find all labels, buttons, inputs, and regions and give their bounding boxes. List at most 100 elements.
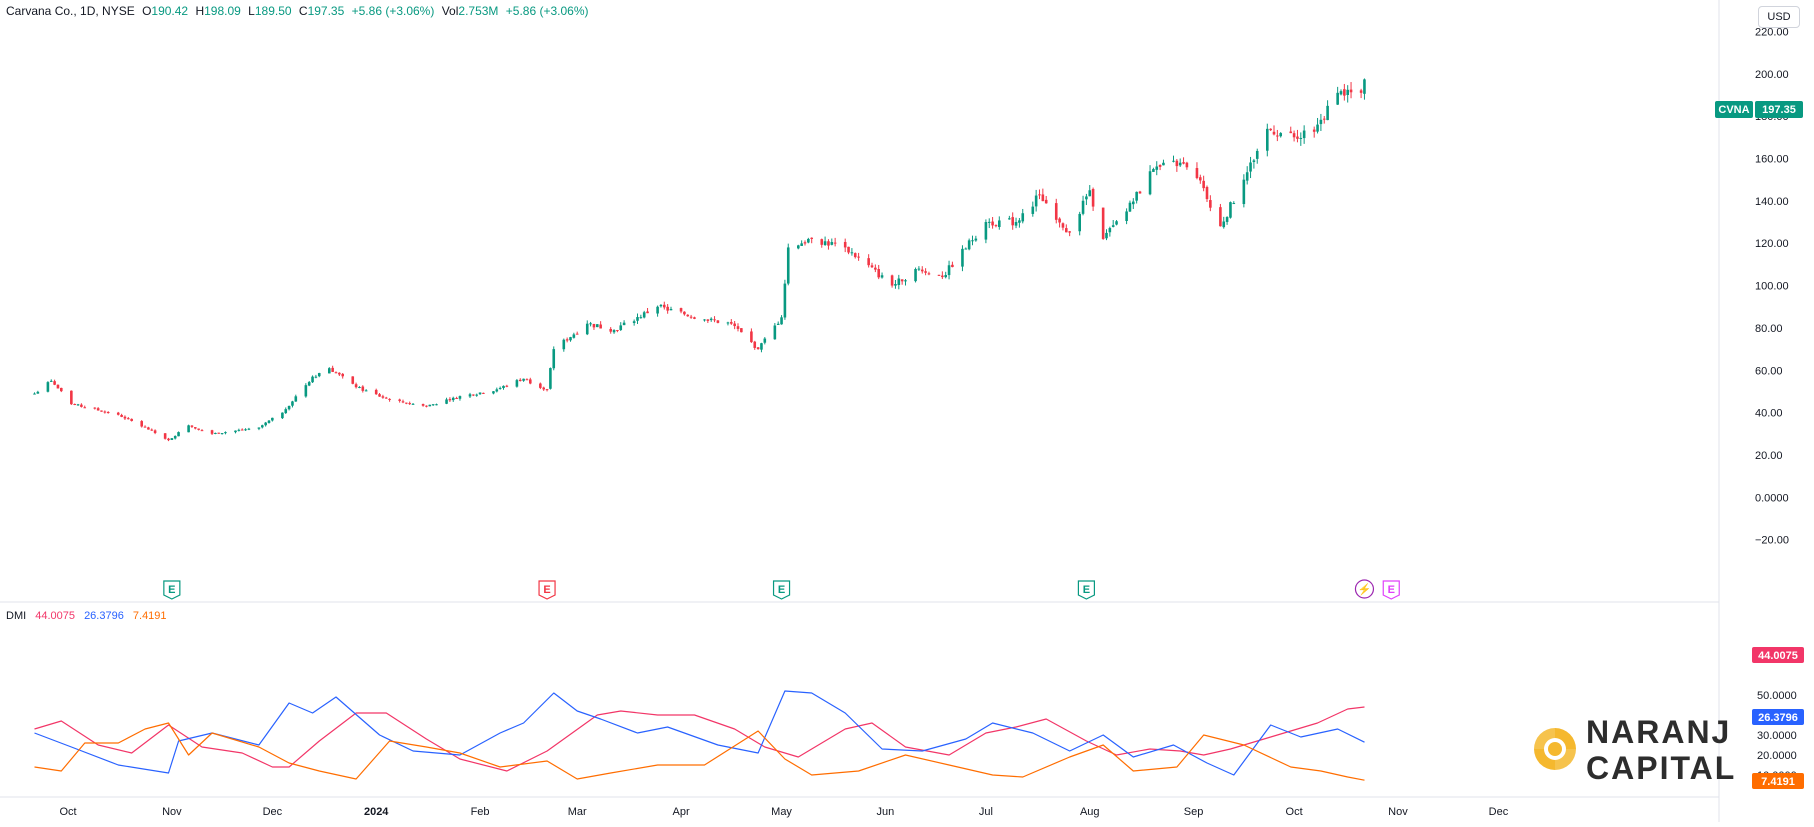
candle (800, 240, 803, 246)
candle (515, 378, 519, 388)
price-tick-label: 100.00 (1755, 281, 1789, 293)
dmi-series (34, 690, 1365, 781)
candle (740, 328, 743, 333)
earnings-marker-icon[interactable]: E (1077, 580, 1095, 600)
candle (713, 316, 716, 323)
candle (636, 313, 639, 324)
candle (1249, 156, 1252, 179)
candle (971, 235, 974, 246)
candle (1225, 216, 1229, 225)
candle (941, 271, 944, 280)
candle (93, 407, 97, 410)
candle (374, 388, 378, 395)
candle (847, 246, 850, 255)
candle (451, 396, 455, 402)
candle (569, 336, 572, 342)
candle (505, 384, 509, 388)
candle (1276, 129, 1279, 142)
candle (1054, 198, 1058, 224)
candle (646, 307, 649, 314)
candle (807, 237, 810, 244)
candle (445, 397, 448, 405)
earnings-marker-icon[interactable]: E (163, 580, 181, 600)
candle (405, 402, 408, 405)
dividend-marker-icon[interactable]: ⚡ (1354, 579, 1375, 599)
price-tick-label: 140.00 (1755, 196, 1789, 208)
candle (281, 412, 284, 420)
candle (1081, 195, 1085, 216)
candle (730, 319, 733, 325)
candle (1336, 86, 1339, 105)
candle (951, 261, 954, 268)
volume: Vol2.753M (441, 4, 499, 18)
candle (127, 417, 130, 420)
candle (877, 264, 880, 280)
candle (773, 322, 777, 340)
candle (786, 243, 790, 286)
candle (53, 379, 56, 386)
logo-line-2: CAPITAL (1586, 750, 1737, 786)
earnings-marker-icon[interactable]: E (772, 580, 791, 600)
candle (1152, 167, 1155, 172)
candle (596, 324, 599, 328)
candle (1061, 222, 1065, 231)
price-tick-label: 120.00 (1755, 238, 1789, 250)
dmi-line-adx (34, 706, 1365, 772)
candle (803, 240, 807, 246)
candle (1182, 157, 1185, 165)
candle (1162, 159, 1165, 166)
candle (1148, 165, 1152, 196)
candle (666, 304, 669, 314)
candle (261, 424, 264, 429)
candle (177, 431, 180, 437)
candle (599, 321, 602, 329)
candle (823, 236, 827, 246)
candle (1269, 128, 1272, 131)
candle (967, 238, 971, 251)
candle (964, 247, 968, 250)
candle (639, 314, 643, 319)
candle (1289, 126, 1293, 134)
candle (820, 238, 824, 248)
svg-text:E: E (1083, 584, 1090, 596)
earnings-marker-icon[interactable]: E (1382, 580, 1400, 600)
candle (867, 254, 870, 268)
candle (890, 274, 894, 288)
svg-text:E: E (778, 584, 785, 596)
candle (163, 433, 167, 440)
currency-button[interactable]: USD (1758, 6, 1800, 28)
price-axis[interactable]: 220.00200.00180.00160.00140.00120.00100.… (1755, 26, 1789, 546)
candle (927, 271, 931, 276)
earnings-marker-icon[interactable]: E (538, 580, 556, 600)
candle (106, 411, 110, 414)
ohlc-close: C197.35 (298, 4, 345, 18)
candle (1205, 185, 1209, 202)
candle (150, 428, 154, 431)
symbol-legend[interactable]: Carvana Co., 1D, NYSE O190.42 H198.09 L1… (6, 4, 593, 18)
candle (425, 405, 428, 408)
candle (525, 378, 529, 381)
candle (354, 382, 358, 389)
candle (123, 415, 127, 421)
minus-di-badge-value: 7.4191 (1761, 776, 1795, 788)
time-tick-label: Dec (263, 806, 283, 818)
adx-badge (1752, 647, 1804, 663)
candle (1008, 215, 1011, 220)
time-axis[interactable]: Oct Nov Dec 2024 Feb Mar Apr May Jun Jul Aug Sep Oct… (59, 806, 1508, 818)
candle (502, 385, 505, 390)
candle (642, 310, 646, 319)
candle (763, 337, 767, 345)
candle (753, 340, 757, 350)
candle (197, 428, 200, 431)
candle (1302, 125, 1306, 144)
candle (1296, 129, 1299, 143)
candle (1185, 161, 1189, 170)
dmi-line-di (34, 690, 1365, 776)
candle (1279, 132, 1282, 138)
dmi-legend[interactable]: DMI 44.0075 26.3796 7.4191 (6, 610, 167, 622)
price-tick-label: 200.00 (1755, 69, 1789, 81)
candle (1041, 188, 1045, 202)
candle (937, 274, 941, 277)
candle (900, 279, 904, 285)
